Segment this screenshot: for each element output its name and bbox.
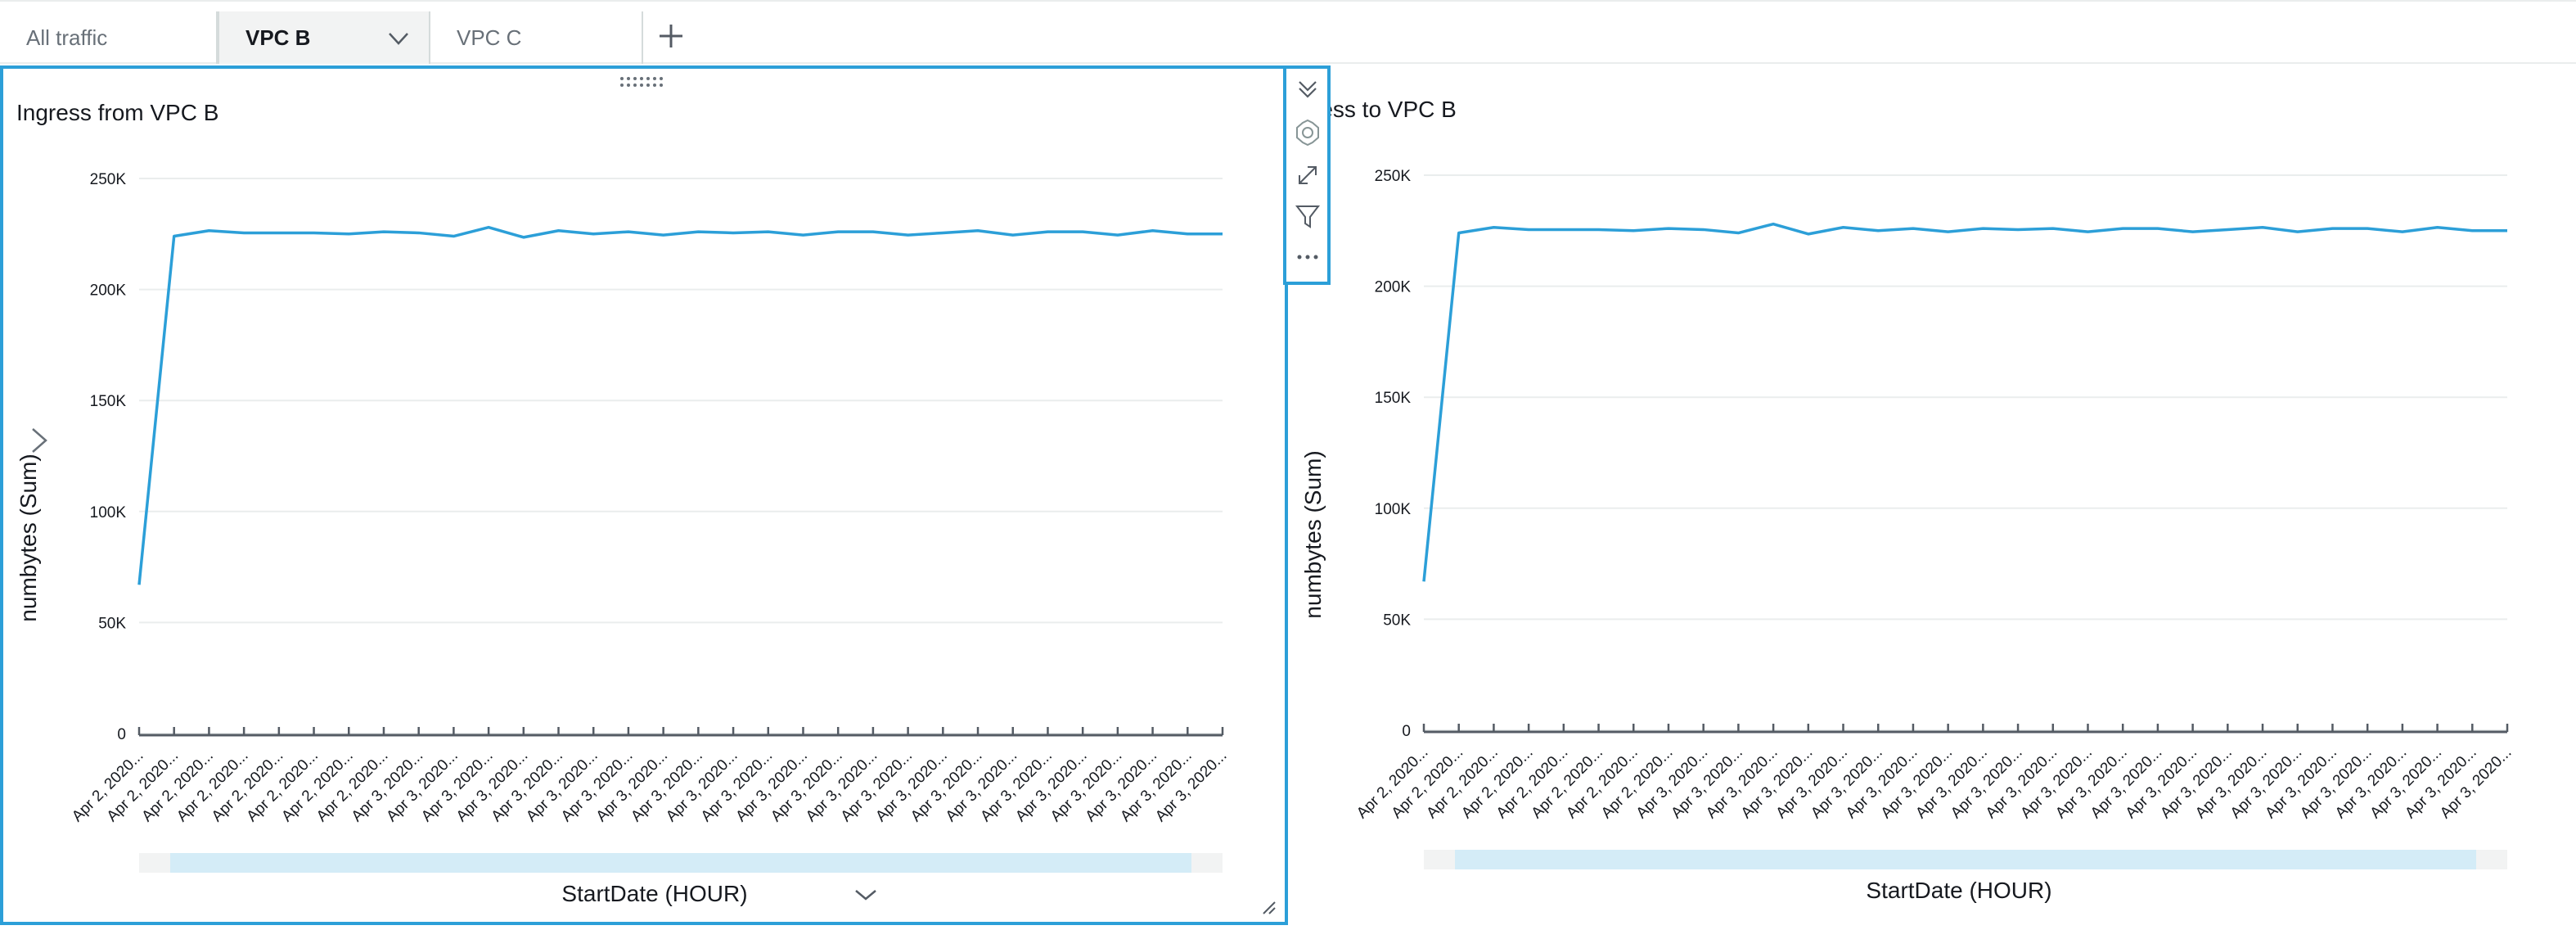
visual-title: Ingress from VPC B	[16, 100, 219, 125]
y-tick-label: 200K	[90, 282, 127, 300]
visual-ingress-from-vpc-b[interactable]: Ingress from VPC B 0 50K 100K 150K 200K 250K A…	[0, 65, 1288, 925]
y-tick-label: 50K	[1383, 612, 1411, 629]
tab-label: VPC B	[245, 25, 311, 50]
y-tick-label: 100K	[1375, 501, 1412, 518]
chevron-right-icon[interactable]	[28, 426, 51, 455]
y-tick-label: 150K	[90, 393, 127, 410]
tab-label: VPC C	[457, 25, 522, 50]
sheet-tab-bar: All traffic VPC B VPC C	[0, 0, 2576, 64]
resize-handle-icon[interactable]	[1262, 901, 1277, 915]
x-axis-title: StartDate (HOUR)	[1866, 878, 2051, 903]
visual-ingress-to-vpc-b[interactable]: ress to VPC B 0 50K 100K 150K 200K 250K Apr 2,…	[1288, 65, 2576, 925]
y-tick-label: 50K	[98, 615, 126, 632]
tab-vpc-c[interactable]: VPC C	[430, 11, 643, 64]
y-tick-label: 0	[1402, 723, 1411, 740]
tab-vpc-b[interactable]: VPC B	[218, 11, 430, 64]
visual-toolbar	[1283, 65, 1331, 285]
series-line[interactable]	[137, 225, 1223, 585]
gear-icon[interactable]	[1293, 118, 1322, 147]
y-axis-title: numbytes (Sum)	[1300, 450, 1326, 618]
tab-label: All traffic	[26, 25, 108, 50]
more-icon[interactable]	[1293, 242, 1322, 272]
y-tick-label: 100K	[90, 504, 127, 521]
x-scrollbar-thumb[interactable]	[1455, 850, 2476, 869]
plus-icon[interactable]	[655, 20, 687, 52]
collapse-icon[interactable]	[1293, 75, 1322, 105]
chevron-down-icon[interactable]	[855, 890, 876, 901]
tab-all-traffic[interactable]: All traffic	[0, 11, 218, 64]
y-tick-label: 150K	[1375, 390, 1412, 407]
chevron-down-icon[interactable]	[386, 26, 411, 51]
series-line[interactable]	[1422, 222, 2507, 582]
x-scrollbar-thumb[interactable]	[170, 853, 1191, 873]
drag-handle-icon[interactable]	[617, 75, 669, 88]
filter-icon[interactable]	[1293, 201, 1322, 231]
y-axis-title: numbytes (Sum)	[16, 454, 41, 621]
visual-title: ress to VPC B	[1313, 97, 1457, 122]
x-axis-title: StartDate (HOUR)	[561, 881, 747, 906]
y-tick-label: 250K	[1375, 168, 1412, 185]
y-tick-label: 200K	[1375, 279, 1412, 296]
expand-icon[interactable]	[1293, 160, 1322, 190]
y-tick-label: 250K	[90, 171, 127, 188]
y-tick-label: 0	[117, 726, 126, 743]
